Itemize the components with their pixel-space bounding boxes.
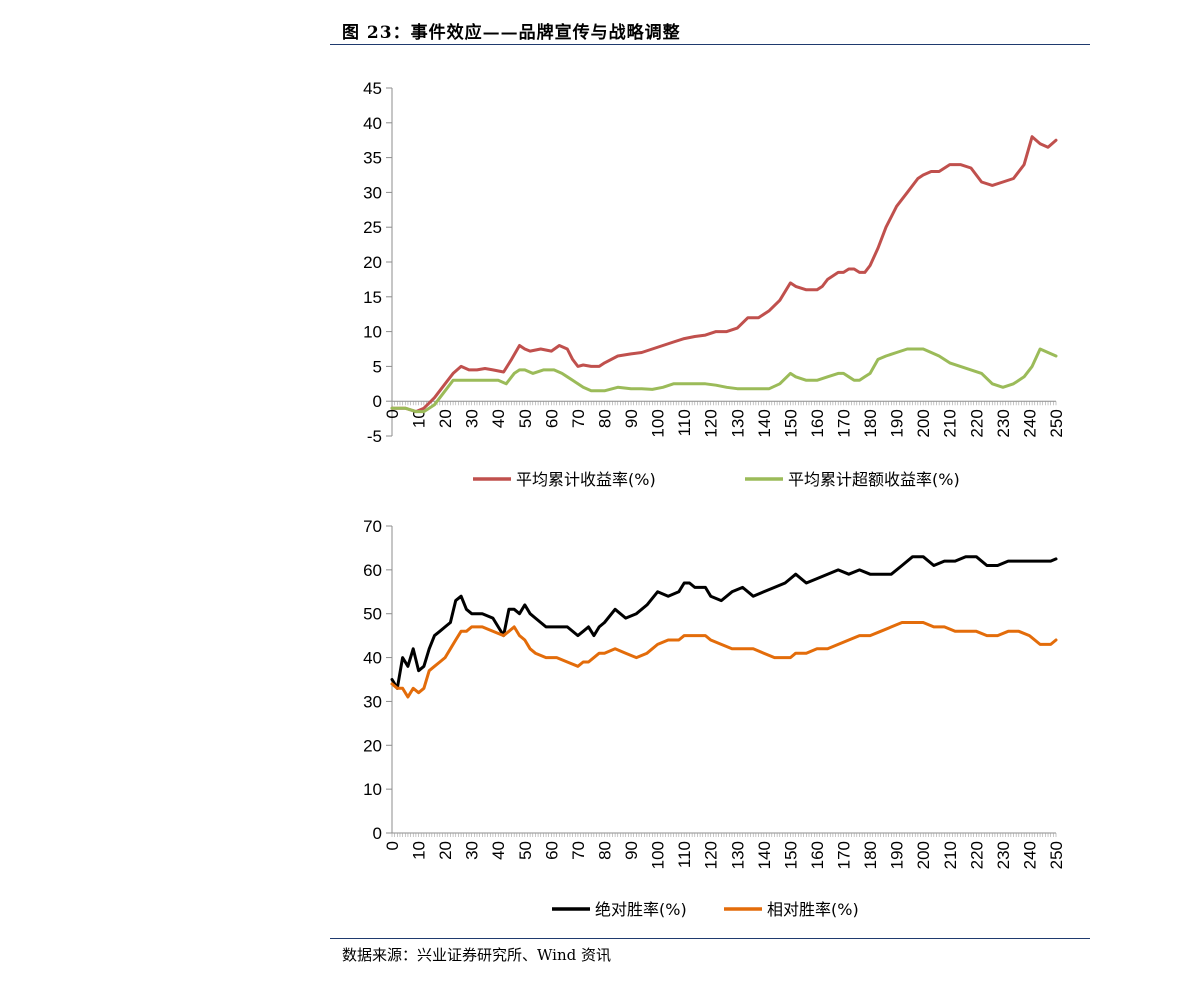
x-tick-label: 100 — [649, 409, 668, 437]
y-tick-label: 0 — [373, 392, 382, 411]
x-tick-label: 180 — [861, 841, 880, 869]
x-tick-label: 150 — [781, 841, 800, 869]
x-tick-label: 110 — [675, 841, 694, 868]
y-tick-label: 50 — [363, 605, 382, 624]
x-tick-label: 60 — [542, 841, 561, 860]
x-tick-label: 230 — [994, 841, 1013, 869]
x-tick-label: 180 — [861, 409, 880, 437]
x-tick-label: 20 — [436, 409, 455, 428]
series-line-1 — [390, 347, 1058, 414]
figure-title: 图 23：事件效应——品牌宣传与战略调整 — [342, 23, 681, 43]
y-tick-label: 20 — [363, 736, 382, 755]
x-tick-label: 160 — [808, 841, 827, 869]
x-tick-label: 70 — [569, 409, 588, 428]
x-tick-label: 190 — [888, 409, 907, 437]
legend-label-0: 平均累计收益率(%) — [516, 470, 656, 489]
x-tick-label: 40 — [489, 409, 508, 428]
x-tick-label: 170 — [835, 409, 854, 437]
x-tick-label: 80 — [595, 841, 614, 860]
x-tick-label: 90 — [622, 409, 641, 428]
x-tick-label: 10 — [410, 841, 429, 860]
x-tick-label: 80 — [595, 409, 614, 428]
x-tick-label: 60 — [542, 409, 561, 428]
x-tick-label: 210 — [941, 409, 960, 437]
y-tick-label: 70 — [363, 517, 382, 536]
x-tick-label: 30 — [463, 841, 482, 860]
x-tick-label: 0 — [383, 841, 402, 850]
x-tick-label: 100 — [649, 841, 668, 869]
x-tick-label: 130 — [728, 841, 747, 869]
x-tick-label: 90 — [622, 841, 641, 860]
legend-label-0: 绝对胜率(%) — [595, 900, 687, 919]
x-tick-label: 70 — [569, 841, 588, 860]
series-line-1 — [390, 621, 1058, 699]
y-tick-label: -5 — [367, 427, 382, 446]
x-tick-label: 250 — [1047, 841, 1066, 869]
x-tick-label: 150 — [781, 409, 800, 437]
legend-label-1: 相对胜率(%) — [767, 900, 859, 919]
y-tick-label: 25 — [363, 218, 382, 237]
x-tick-label: 140 — [755, 409, 774, 437]
x-tick-label: 230 — [994, 409, 1013, 437]
x-tick-label: 200 — [914, 841, 933, 869]
x-tick-label: 190 — [888, 841, 907, 869]
series-line-0 — [390, 555, 1058, 690]
x-tick-label: 160 — [808, 409, 827, 437]
x-tick-label: 0 — [383, 409, 402, 418]
title-divider — [330, 44, 1090, 45]
y-tick-label: 45 — [363, 79, 382, 98]
y-tick-label: 40 — [363, 649, 382, 668]
x-tick-label: 50 — [516, 841, 535, 860]
y-tick-label: 40 — [363, 114, 382, 133]
y-tick-label: 30 — [363, 692, 382, 711]
y-tick-label: 10 — [363, 323, 382, 342]
y-tick-label: 60 — [363, 561, 382, 580]
x-tick-label: 140 — [755, 841, 774, 869]
x-tick-label: 220 — [967, 841, 986, 869]
x-tick-label: 220 — [967, 409, 986, 437]
x-tick-label: 30 — [463, 409, 482, 428]
series-line-0 — [390, 135, 1058, 414]
x-tick-label: 110 — [675, 409, 694, 436]
x-tick-label: 200 — [914, 409, 933, 437]
x-tick-label: 240 — [1020, 409, 1039, 437]
source-divider — [330, 938, 1090, 939]
x-tick-label: 240 — [1020, 841, 1039, 869]
x-tick-label: 40 — [489, 841, 508, 860]
x-tick-label: 120 — [702, 841, 721, 869]
x-tick-label: 250 — [1047, 409, 1066, 437]
y-tick-label: 15 — [363, 288, 382, 307]
x-tick-label: 120 — [702, 409, 721, 437]
x-tick-label: 130 — [728, 409, 747, 437]
x-tick-label: 170 — [835, 841, 854, 869]
legend-label-1: 平均累计超额收益率(%) — [788, 470, 960, 489]
y-tick-label: 0 — [373, 824, 382, 843]
data-source: 数据来源：兴业证券研究所、Wind 资讯 — [342, 946, 611, 964]
x-tick-label: 50 — [516, 409, 535, 428]
x-tick-label: 210 — [941, 841, 960, 869]
y-tick-label: 10 — [363, 780, 382, 799]
y-tick-label: 35 — [363, 149, 382, 168]
x-tick-label: 10 — [410, 409, 429, 428]
x-tick-label: 20 — [436, 841, 455, 860]
y-tick-label: 20 — [363, 253, 382, 272]
y-tick-label: 5 — [373, 357, 382, 376]
y-tick-label: 30 — [363, 183, 382, 202]
